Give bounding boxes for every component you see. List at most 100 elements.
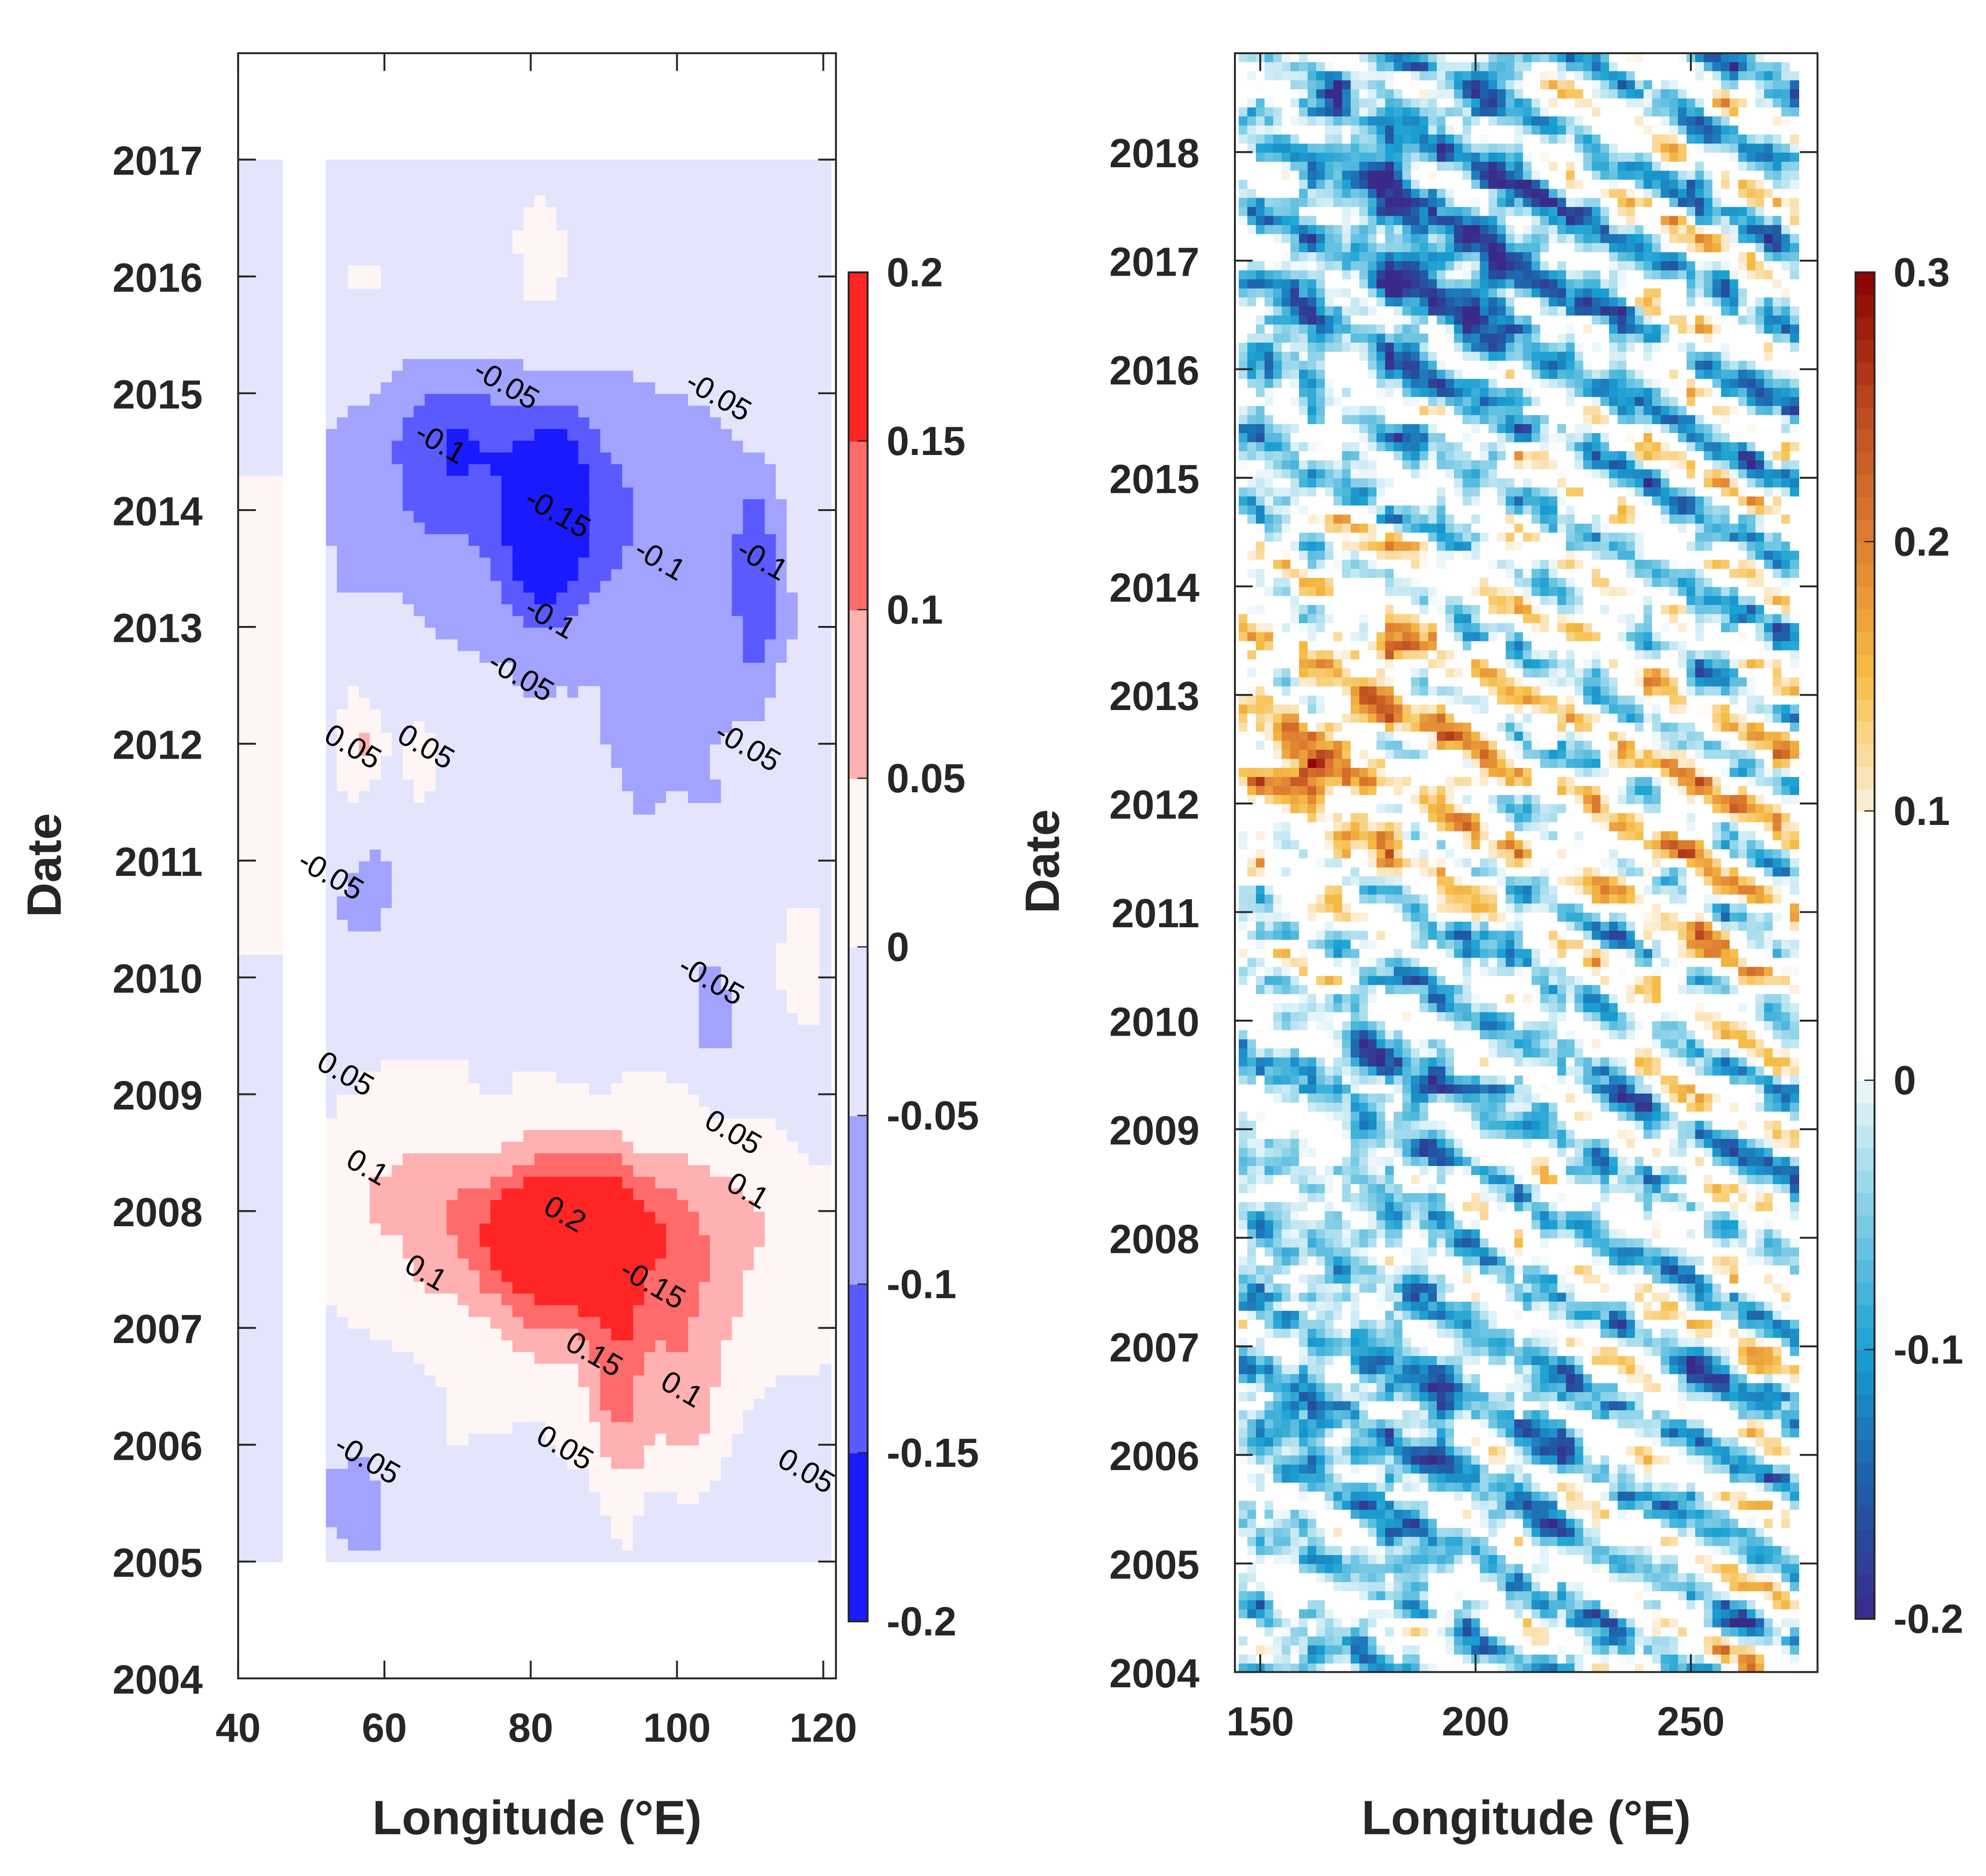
heatmap-cell bbox=[775, 1082, 788, 1095]
heatmap-cell bbox=[819, 1479, 831, 1492]
heatmap-cell bbox=[381, 674, 393, 686]
heatmap-cell bbox=[797, 1293, 810, 1306]
heatmap-cell bbox=[545, 1304, 557, 1317]
heatmap-cell bbox=[260, 545, 272, 558]
heatmap-cell bbox=[249, 393, 261, 406]
heatmap-cell bbox=[326, 697, 338, 710]
heatmap-cell bbox=[260, 557, 272, 569]
heatmap-cell bbox=[523, 1293, 535, 1306]
heatmap-cell bbox=[238, 1468, 250, 1481]
heatmap-cell bbox=[391, 790, 404, 803]
heatmap-cell bbox=[622, 1374, 634, 1387]
heatmap-cell bbox=[479, 1012, 491, 1025]
heatmap-cell bbox=[337, 1152, 349, 1165]
heatmap-cell bbox=[709, 662, 722, 675]
heatmap-cell bbox=[688, 416, 700, 429]
heatmap-cell bbox=[611, 872, 623, 885]
heatmap-cell bbox=[403, 615, 415, 628]
heatmap-cell bbox=[655, 860, 667, 873]
heatmap-cell bbox=[743, 1187, 755, 1201]
heatmap-cell bbox=[731, 1141, 744, 1153]
heatmap-cell bbox=[271, 931, 283, 943]
heatmap-cell bbox=[326, 814, 338, 826]
heatmap-cell bbox=[337, 1071, 349, 1084]
heatmap-cell bbox=[709, 1293, 722, 1306]
heatmap-cell bbox=[447, 849, 459, 861]
heatmap-cell bbox=[348, 709, 360, 721]
heatmap-cell bbox=[743, 1269, 755, 1282]
heatmap-cell bbox=[611, 1071, 623, 1084]
heatmap-cell bbox=[797, 1538, 810, 1551]
heatmap-cell bbox=[359, 685, 371, 698]
heatmap-cell bbox=[447, 592, 459, 604]
heatmap-cell bbox=[413, 1199, 426, 1212]
heatmap-cell bbox=[271, 1106, 283, 1119]
heatmap-cell bbox=[523, 1059, 535, 1072]
heatmap-cell bbox=[721, 475, 733, 488]
heatmap-cell bbox=[797, 1117, 810, 1130]
heatmap-cell bbox=[545, 1503, 557, 1516]
heatmap-cell bbox=[391, 814, 404, 826]
heatmap-cell bbox=[600, 1456, 612, 1469]
heatmap-cell bbox=[468, 1549, 481, 1563]
heatmap-cell bbox=[457, 895, 469, 909]
heatmap-cell bbox=[655, 1479, 667, 1492]
heatmap-cell bbox=[809, 451, 821, 464]
heatmap-cell bbox=[644, 440, 656, 453]
heatmap-cell bbox=[600, 674, 612, 686]
heatmap-cell bbox=[413, 1246, 426, 1259]
heatmap-cell bbox=[260, 451, 272, 464]
heatmap-cell bbox=[677, 1269, 689, 1282]
heatmap-cell bbox=[457, 1538, 469, 1551]
heatmap-cell bbox=[622, 744, 634, 756]
heatmap-cell bbox=[457, 1222, 469, 1236]
heatmap-cell bbox=[348, 1526, 360, 1539]
heatmap-cell bbox=[765, 919, 777, 931]
heatmap-cell bbox=[523, 1351, 535, 1364]
heatmap-cell bbox=[688, 1234, 700, 1247]
heatmap-cell bbox=[556, 393, 568, 406]
heatmap-cell bbox=[403, 1269, 415, 1282]
heatmap-cell bbox=[819, 1549, 831, 1563]
heatmap-cell bbox=[403, 779, 415, 791]
heatmap-cell bbox=[578, 1211, 590, 1224]
heatmap-cell bbox=[775, 1526, 788, 1539]
heatmap-cell bbox=[501, 790, 513, 803]
heatmap-cell bbox=[369, 405, 382, 418]
heatmap-cell bbox=[797, 1152, 810, 1165]
heatmap-cell bbox=[369, 1199, 382, 1212]
heatmap-cell bbox=[600, 1479, 612, 1492]
heatmap-cell bbox=[403, 1479, 415, 1492]
heatmap-cell bbox=[381, 1094, 393, 1107]
heatmap-cell bbox=[611, 895, 623, 909]
heatmap-cell bbox=[457, 1001, 469, 1014]
heatmap-cell bbox=[677, 709, 689, 721]
heatmap-cell bbox=[589, 1479, 601, 1492]
heatmap-cell bbox=[260, 767, 272, 780]
heatmap-cell bbox=[260, 1199, 272, 1212]
heatmap-cell bbox=[589, 1281, 601, 1294]
heatmap-cell bbox=[655, 1117, 667, 1130]
heatmap-cell bbox=[501, 860, 513, 873]
heatmap-cell bbox=[578, 732, 590, 745]
heatmap-cell bbox=[249, 966, 261, 978]
heatmap-cell bbox=[589, 1176, 601, 1189]
heatmap-cell bbox=[578, 1421, 590, 1434]
heatmap-cell bbox=[425, 1316, 437, 1329]
heatmap-cell bbox=[644, 1258, 656, 1271]
heatmap-cell bbox=[260, 837, 272, 850]
heatmap-cell bbox=[578, 849, 590, 861]
heatmap-cell bbox=[688, 1479, 700, 1492]
heatmap-cell bbox=[545, 1012, 557, 1025]
heatmap-cell bbox=[699, 487, 711, 499]
heatmap-cell bbox=[721, 1433, 733, 1446]
heatmap-cell bbox=[819, 872, 831, 885]
heatmap-cell bbox=[369, 662, 382, 675]
heatmap-cell bbox=[403, 849, 415, 861]
heatmap-cell bbox=[655, 1549, 667, 1563]
heatmap-cell bbox=[260, 662, 272, 675]
heatmap-cell bbox=[326, 1316, 338, 1329]
heatmap-cell bbox=[512, 931, 525, 943]
heatmap-cell bbox=[688, 451, 700, 464]
heatmap-cell bbox=[435, 1071, 447, 1084]
